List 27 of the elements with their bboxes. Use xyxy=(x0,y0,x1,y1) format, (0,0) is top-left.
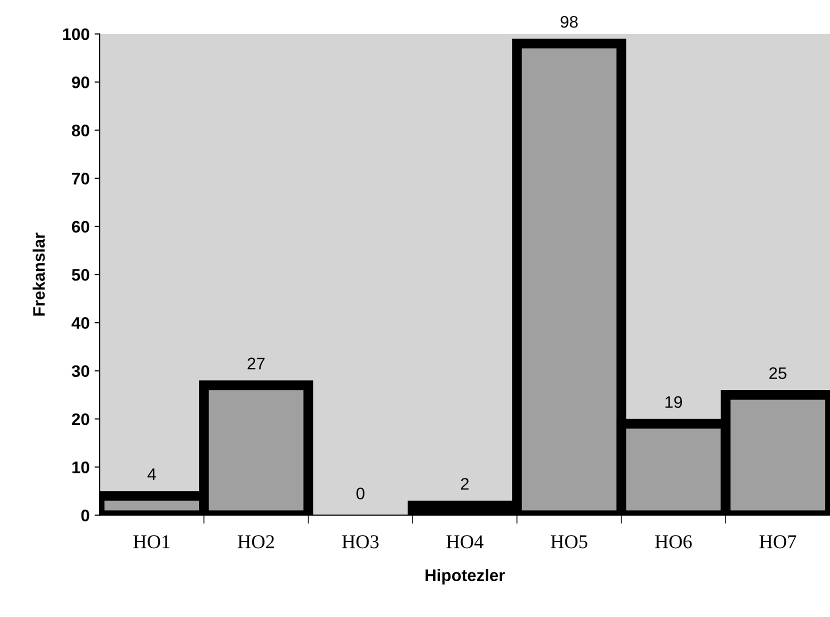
data-label: 19 xyxy=(665,396,682,408)
y-tick-label: 100 xyxy=(63,28,90,40)
y-tick-label: 40 xyxy=(72,317,90,329)
x-tick-label: HO7 xyxy=(759,535,796,548)
x-tick-label: HO1 xyxy=(133,535,170,548)
x-tick-label: HO6 xyxy=(655,535,692,548)
x-tick-label: HO4 xyxy=(446,535,484,548)
x-axis-title: Hipotezler xyxy=(426,568,505,584)
data-label: 27 xyxy=(248,358,265,370)
y-tick-label: 60 xyxy=(72,220,90,233)
y-tick-label: 90 xyxy=(72,76,90,88)
data-label: 0 xyxy=(356,488,364,500)
x-tick-label: HO5 xyxy=(550,535,588,548)
x-tick-label: HO2 xyxy=(238,535,274,548)
y-tick-label: 30 xyxy=(72,365,90,378)
y-tick-label: 10 xyxy=(72,461,90,474)
data-label: 98 xyxy=(560,16,578,28)
y-tick-label: 70 xyxy=(72,172,90,185)
data-label: 2 xyxy=(461,478,469,490)
data-label: 4 xyxy=(148,468,156,480)
y-tick-label: 0 xyxy=(81,510,90,522)
y-tick-label: 50 xyxy=(72,268,90,281)
y-tick-label: 80 xyxy=(72,124,90,136)
data-label: 25 xyxy=(769,367,786,380)
y-tick-label: 20 xyxy=(72,413,90,426)
x-tick-label: HO3 xyxy=(342,535,379,548)
y-axis-title: Frekanslar xyxy=(32,232,45,316)
